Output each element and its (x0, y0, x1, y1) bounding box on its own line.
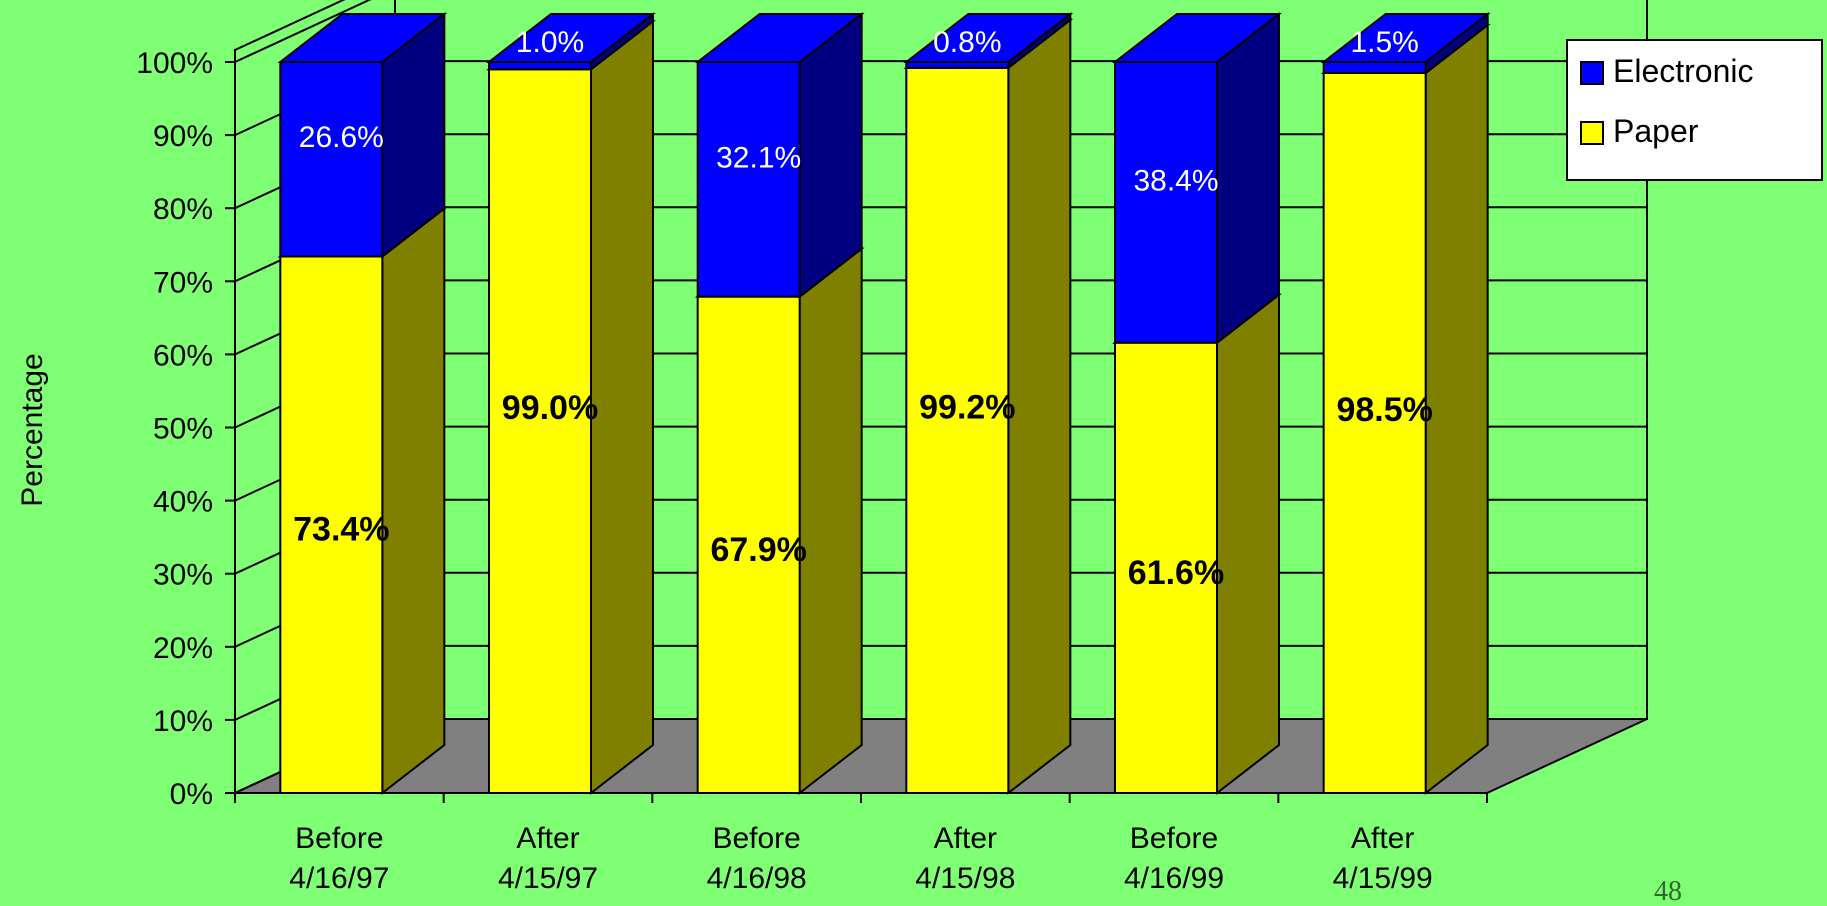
bar-side-electronic (798, 11, 863, 299)
page-number: 48 (1654, 876, 1682, 906)
bar-front-paper (279, 255, 384, 795)
y-tick-label: 50% (153, 413, 213, 446)
x-category-label-line: Before (1130, 822, 1218, 855)
bar-front-electronic (488, 61, 592, 71)
y-tick-label: 70% (153, 266, 213, 299)
bar-segment-electronic (486, 11, 656, 72)
x-category-label-line: 4/16/99 (1124, 862, 1224, 895)
legend-box (1566, 39, 1823, 181)
data-label-paper: 99.0% (502, 389, 598, 427)
y-tick-label: 20% (153, 632, 213, 665)
legend-swatch-electronic (1580, 61, 1604, 85)
y-tick-label: 100% (136, 47, 213, 80)
y-tick-labels: 0% 10% 20% 30% 40% 50% 60% 70% 80% 90% 100% (136, 47, 213, 811)
x-category-label-line: Before (295, 822, 383, 855)
bars (277, 11, 1491, 796)
x-category-label: After 4/15/97 (498, 822, 598, 895)
bar-side-paper (798, 246, 863, 796)
y-tick-label: 10% (153, 705, 213, 738)
x-category-label: Before 4/16/98 (707, 822, 807, 895)
bar-front-paper (1322, 71, 1427, 794)
x-category-label-line: 4/16/97 (289, 862, 389, 895)
bar-segment-paper (277, 206, 448, 796)
legend-label-paper: Paper (1613, 113, 1699, 149)
bar-side-paper (1424, 22, 1489, 796)
data-label-electronic: 32.1% (716, 141, 801, 174)
x-category-label-line: 4/15/99 (1333, 862, 1433, 895)
bar-segment-paper (1112, 292, 1282, 796)
bar-front-electronic (279, 61, 384, 258)
x-category-label: Before 4/16/97 (289, 822, 389, 895)
x-category-label-line: After (934, 822, 997, 855)
x-category-label: After 4/15/99 (1333, 822, 1433, 895)
data-label-paper: 67.9% (710, 531, 806, 569)
legend-swatch-paper (1580, 121, 1604, 145)
y-tick-label: 40% (153, 486, 213, 519)
x-category-label: After 4/15/98 (915, 822, 1015, 895)
bar-segment-electronic (903, 11, 1074, 70)
data-label-paper: 98.5% (1336, 391, 1432, 429)
x-category-label-line: After (1351, 822, 1414, 855)
bar-segment-electronic (1320, 11, 1491, 76)
y-tick-label: 60% (153, 339, 213, 372)
legend: Electronic Paper (1566, 39, 1823, 181)
y-tick-label: 90% (153, 120, 213, 153)
bar-segment-electronic (277, 11, 448, 259)
data-labels: 73.4% 26.6% 99.0% 1.0% 67.9% 32.1% 99.2% 0.8% 61… (293, 26, 1433, 592)
bar-front-electronic (1114, 61, 1218, 344)
x-category-label-line: 4/15/98 (915, 862, 1015, 895)
data-label-electronic: 26.6% (299, 121, 384, 154)
bar-front-paper (1114, 341, 1218, 794)
bar-front-paper (696, 295, 801, 794)
x-category-label-line: 4/15/97 (498, 862, 598, 895)
bar-side-electronic (1216, 11, 1280, 345)
x-category-label: Before 4/16/99 (1124, 822, 1224, 895)
data-label-electronic: 1.5% (1350, 26, 1418, 59)
data-label-paper: 73.4% (293, 511, 389, 549)
legend-label-electronic: Electronic (1613, 53, 1754, 89)
bar-segment-paper (486, 19, 656, 796)
bar-front-electronic (1322, 61, 1427, 74)
y-tick-label: 30% (153, 559, 213, 592)
bar-side-paper (590, 19, 654, 796)
bar-segment-electronic (1112, 11, 1282, 345)
y-tick-label: 80% (153, 193, 213, 226)
bar-segment-paper (694, 246, 865, 796)
data-label-paper: 99.2% (919, 388, 1015, 426)
x-category-labels: Before 4/16/97 After 4/15/97 Before 4/16/98 Af… (289, 822, 1432, 895)
bar-front-paper (905, 66, 1010, 794)
bar-segment-electronic (694, 11, 865, 299)
x-category-label-line: 4/16/98 (707, 862, 807, 895)
data-label-electronic: 38.4% (1133, 164, 1218, 197)
data-label-paper: 61.6% (1128, 554, 1224, 592)
bar-side-paper (1007, 17, 1072, 796)
data-label-electronic: 1.0% (516, 26, 584, 59)
bar-front-electronic (696, 61, 801, 298)
y-tick-label: 0% (170, 778, 213, 811)
x-category-label-line: After (516, 822, 579, 855)
data-label-electronic: 0.8% (933, 26, 1001, 59)
axes (225, 50, 1488, 803)
bar-side-paper (1216, 292, 1280, 796)
y-axis-label: Percentage (16, 353, 49, 506)
bar-front-electronic (905, 61, 1010, 69)
gridline-side (234, 0, 372, 63)
x-category-label-line: Before (712, 822, 800, 855)
bar-side-paper (381, 206, 446, 796)
bar-front-paper (488, 68, 592, 794)
